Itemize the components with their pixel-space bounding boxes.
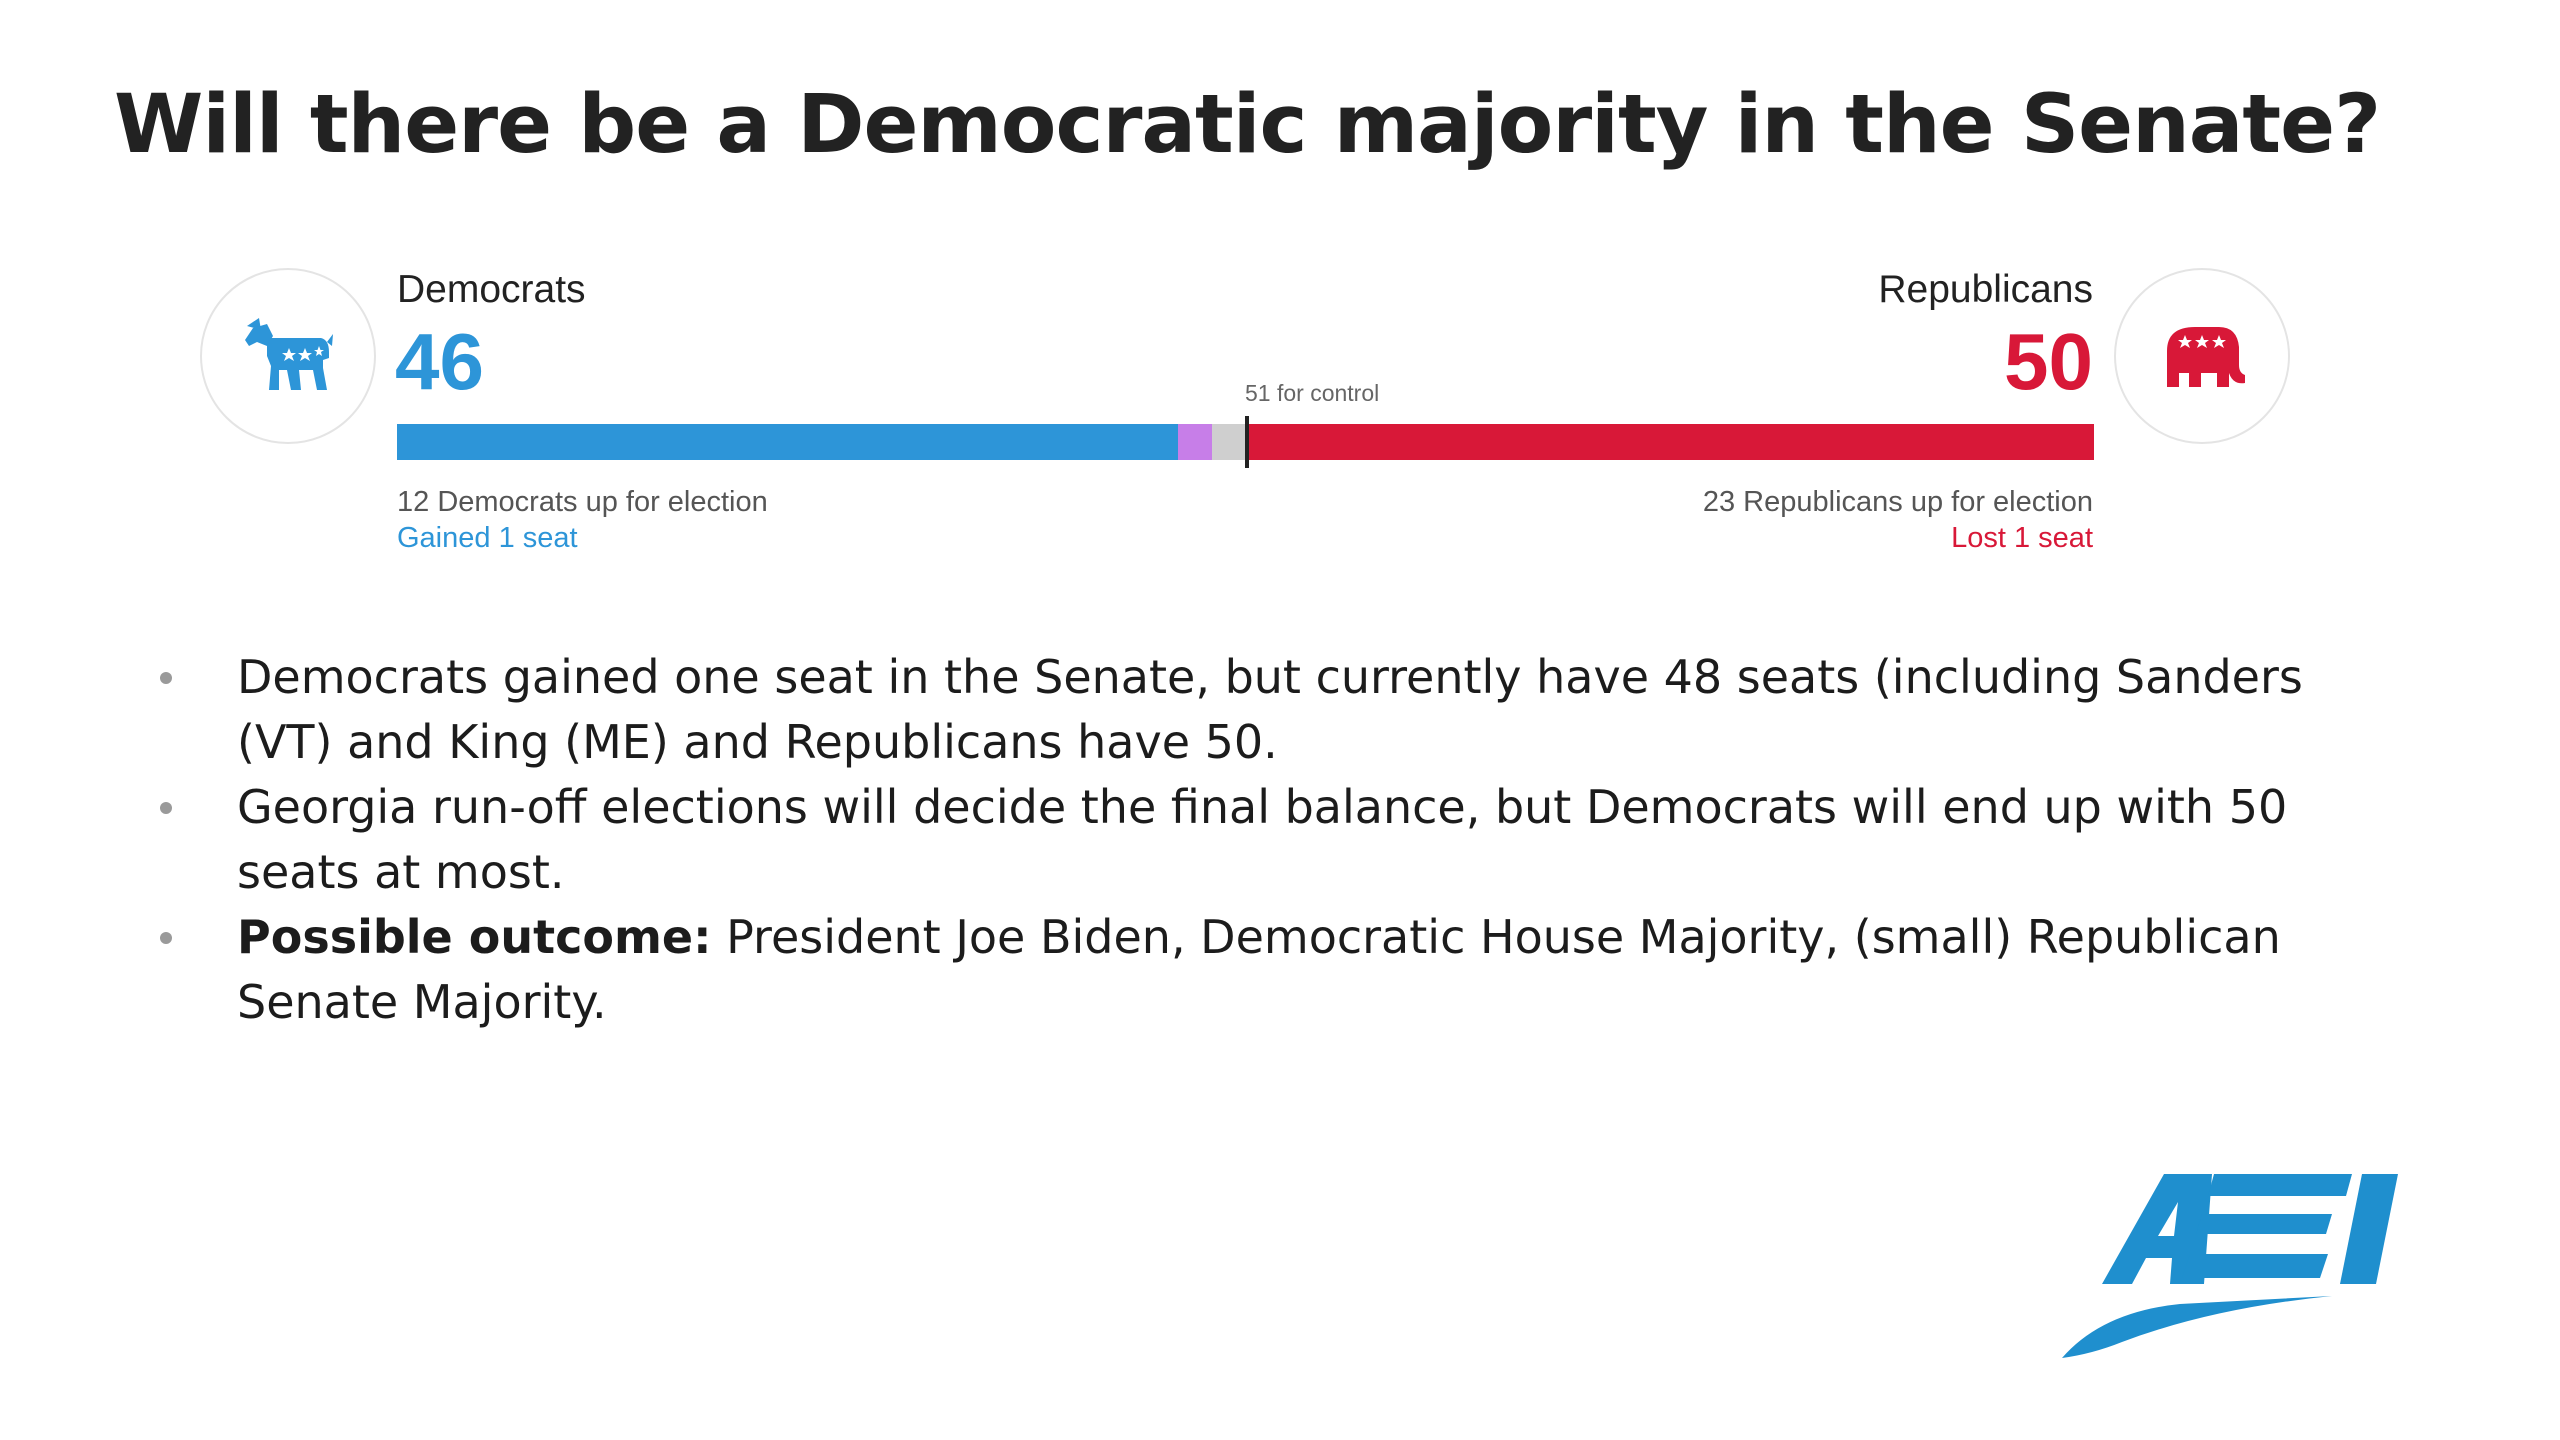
republicans-seat-change: Lost 1 seat bbox=[1951, 522, 2093, 554]
slide-title: Will there be a Democratic majority in t… bbox=[114, 78, 2381, 172]
republicans-label: Republicans bbox=[1878, 268, 2093, 311]
bullet-dot bbox=[160, 672, 172, 684]
republican-badge bbox=[2114, 268, 2290, 444]
bullet-item: Georgia run-off elections will decide th… bbox=[160, 775, 2360, 905]
bullet-item: Possible outcome: President Joe Biden, D… bbox=[160, 905, 2360, 1035]
donkey-icon bbox=[245, 318, 333, 390]
bullet-dot bbox=[160, 802, 172, 814]
democrats-seat-count: 46 bbox=[395, 317, 484, 406]
seat-bar-segment-und bbox=[1211, 424, 1246, 460]
seat-balance-bar bbox=[397, 424, 2094, 460]
control-threshold-marker bbox=[1245, 416, 1249, 468]
seat-bar-segment-ind bbox=[1177, 424, 1212, 460]
senate-tracker: Democrats 46 Republicans 50 51 for contr… bbox=[200, 268, 2290, 568]
bullet-text: President Joe Biden, Democratic House Ma… bbox=[237, 910, 2281, 1029]
bullet-list: Democrats gained one seat in the Senate,… bbox=[160, 645, 2360, 1035]
democrats-up-for-election: 12 Democrats up for election bbox=[397, 486, 768, 518]
republicans-seat-count: 50 bbox=[2004, 317, 2093, 406]
aei-logo bbox=[2062, 1174, 2398, 1358]
seat-bar-segment-dem bbox=[397, 424, 1178, 460]
democrat-badge bbox=[200, 268, 376, 444]
bullet-bold: Possible outcome: bbox=[237, 910, 712, 964]
democrats-seat-change: Gained 1 seat bbox=[397, 522, 578, 554]
bullet-text: Democrats gained one seat in the Senate,… bbox=[237, 650, 2303, 769]
bullet-item: Democrats gained one seat in the Senate,… bbox=[160, 645, 2360, 775]
control-threshold-label: 51 for control bbox=[1245, 380, 1380, 406]
elephant-icon bbox=[2167, 327, 2245, 387]
republicans-up-for-election: 23 Republicans up for election bbox=[1702, 486, 2093, 518]
democrats-label: Democrats bbox=[397, 268, 586, 311]
seat-bar-segment-rep bbox=[1245, 424, 2094, 460]
bullet-text: Georgia run-off elections will decide th… bbox=[237, 780, 2288, 899]
bullet-dot bbox=[160, 932, 172, 944]
